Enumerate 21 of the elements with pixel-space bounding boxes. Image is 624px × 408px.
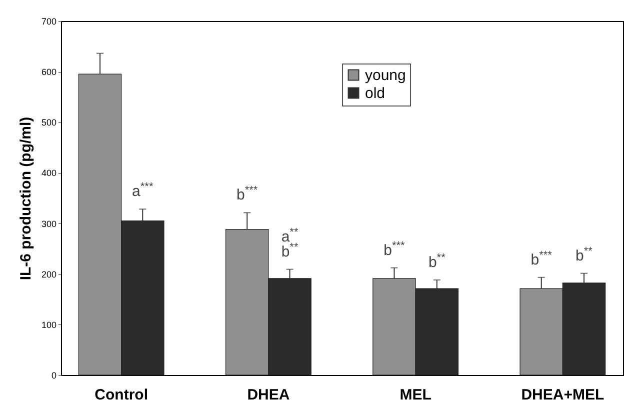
legend-label: young bbox=[365, 66, 406, 84]
y-tick-label: 200 bbox=[41, 269, 56, 280]
y-tick-label: 300 bbox=[41, 218, 56, 229]
y-tick-label: 0 bbox=[51, 370, 56, 380]
x-tick-label: Control bbox=[94, 386, 148, 404]
annotation: b$^{***}$ bbox=[530, 249, 553, 268]
x-tick-label: MEL bbox=[400, 386, 432, 404]
y-tick-label: 700 bbox=[41, 16, 56, 26]
legend-label: old bbox=[365, 84, 386, 102]
x-tick-label: DHEA+MEL bbox=[521, 386, 604, 404]
annotation: b$^{**}$ bbox=[576, 245, 594, 264]
annotation: b$^{***}$ bbox=[236, 184, 258, 204]
annotation: a$^{***}$ bbox=[132, 181, 154, 200]
y-tick-label: 500 bbox=[41, 118, 56, 128]
annotation: b$^{***}$ bbox=[384, 240, 406, 259]
y-tick-label: 400 bbox=[41, 168, 56, 178]
y-tick-label: 600 bbox=[41, 67, 56, 78]
y-tick-label: 100 bbox=[41, 320, 56, 330]
x-tick-label: DHEA bbox=[247, 386, 290, 404]
annotation: b$^{**}$ bbox=[428, 252, 446, 271]
y-axis-title: IL-6 production (pg/ml) bbox=[17, 116, 34, 280]
